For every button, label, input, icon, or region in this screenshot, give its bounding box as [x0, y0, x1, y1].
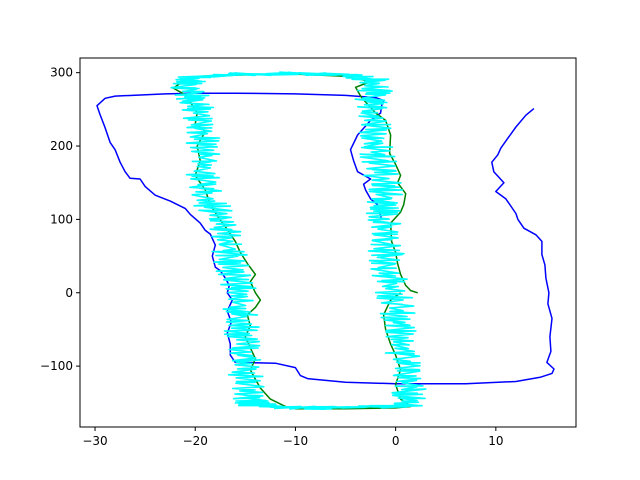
x-tick-label: −20	[183, 434, 208, 448]
plot-frame	[79, 57, 577, 428]
y-tick-label: 100	[50, 212, 73, 226]
y-axis: −100 0 100 200 300	[40, 66, 80, 373]
y-tick-label: 200	[50, 139, 73, 153]
x-tick-label: −10	[283, 434, 308, 448]
y-tick-label: 300	[50, 66, 73, 80]
x-axis: −30 −20 −10 0 10	[82, 427, 503, 448]
y-tick-label: 0	[65, 286, 73, 300]
series-layer	[96, 71, 555, 411]
series-line-2	[170, 71, 427, 411]
x-tick-label: 10	[488, 434, 503, 448]
y-tick-label: −100	[40, 359, 73, 373]
x-tick-label: −30	[82, 434, 107, 448]
x-tick-label: 0	[392, 434, 400, 448]
